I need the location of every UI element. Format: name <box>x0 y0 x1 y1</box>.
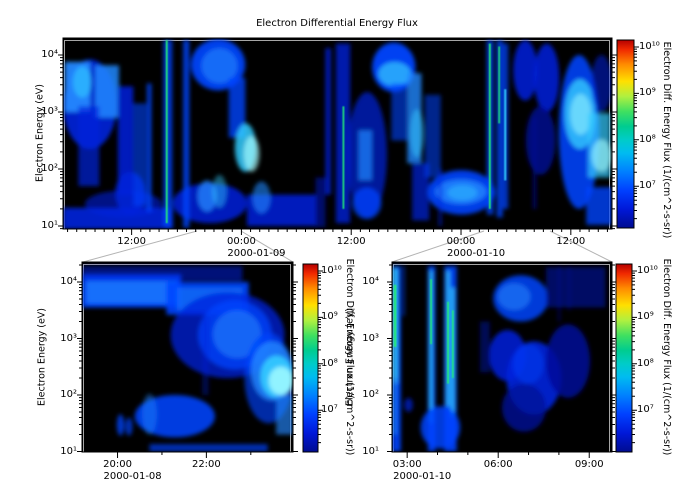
zoom-connector-line <box>240 230 294 263</box>
colorbar <box>616 39 635 229</box>
colorbar-label-zoom-right: Electron Diff. Energy Flux (1/(cm^2-s-sr… <box>660 258 672 456</box>
colorbar <box>302 263 319 453</box>
zoom-connector-line <box>549 230 613 263</box>
y-axis-label-zoom-left: Electron Energy (eV) <box>36 307 48 407</box>
zoom-connector-line <box>391 230 485 263</box>
colorbar <box>615 263 633 453</box>
chart-title: Electron Differential Energy Flux <box>256 18 418 29</box>
y-axis-label-overview: Electron Energy (eV) <box>34 83 46 183</box>
zoom-connector-line <box>82 230 198 263</box>
colorbar-label-overview: Electron Diff. Energy Flux (1/(cm^2-s-sr… <box>660 41 672 239</box>
colorbar-label-zoom-left: Electron Diff. Energy Flux (1/(cm^2-s-sr… <box>343 258 355 456</box>
